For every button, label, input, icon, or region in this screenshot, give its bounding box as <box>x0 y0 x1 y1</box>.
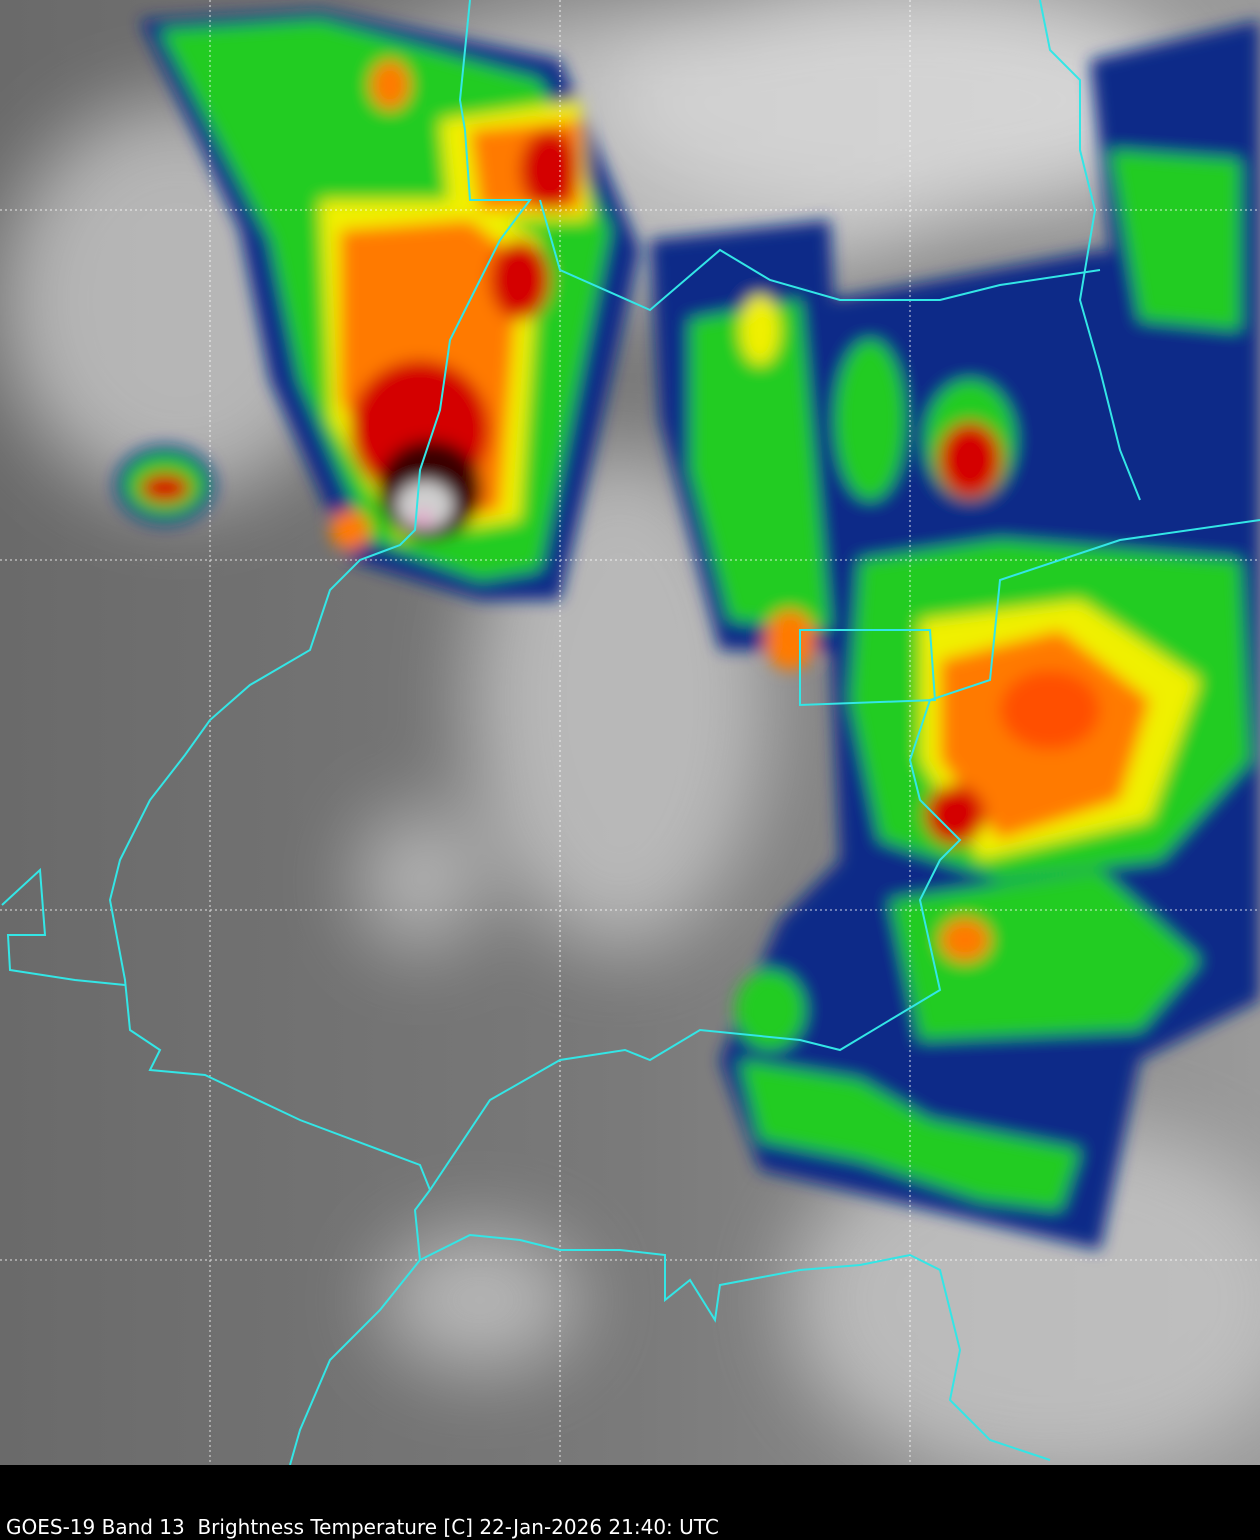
cold-cloud-layer <box>115 10 1260 1250</box>
brightness-temperature-map <box>0 0 1260 1465</box>
country-borders <box>1 0 1260 1465</box>
lat-lon-gridlines <box>0 0 1260 1465</box>
overshooting-top <box>378 440 482 540</box>
image-caption: GOES-19 Band 13 Brightness Temperature [… <box>6 1515 719 1539</box>
